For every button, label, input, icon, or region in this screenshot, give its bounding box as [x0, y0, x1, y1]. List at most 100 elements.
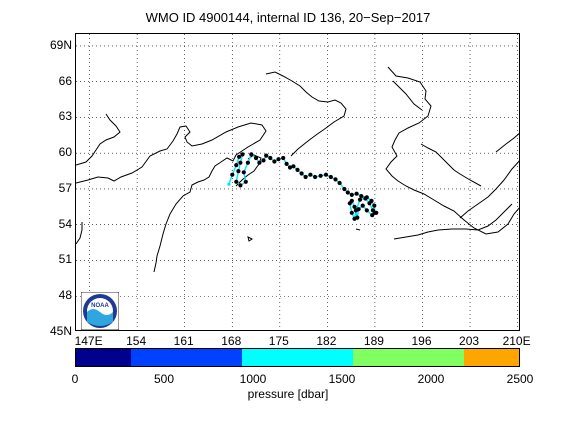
trajectory-line [228, 152, 377, 222]
profile-point [237, 154, 242, 159]
coastline [76, 66, 519, 273]
lon-tick-label: 161 [173, 334, 194, 348]
profile-point [347, 201, 352, 206]
profile-point [357, 197, 363, 202]
profile-point [272, 159, 277, 164]
lon-tick-label: 168 [221, 334, 242, 348]
profile-point [353, 208, 358, 213]
svg-text:NOAA: NOAA [91, 303, 109, 309]
lon-tick-label: 189 [363, 334, 384, 348]
lon-tick-label: 154 [126, 334, 147, 348]
profile-point [349, 210, 354, 215]
profile-point [370, 208, 375, 213]
profile-point [359, 194, 364, 199]
map-canvas [76, 34, 519, 330]
profile-point [249, 152, 254, 157]
lat-tick-label: 45N [49, 324, 72, 338]
lon-tick-label: 175 [268, 334, 289, 348]
profile-point [303, 174, 308, 180]
profile-point [328, 174, 333, 180]
figure-title: WMO ID 4900144, internal ID 136, 20−Sep−… [145, 10, 431, 25]
float-trajectory [227, 152, 379, 222]
coastline-okhotsk [76, 222, 83, 245]
profile-point [291, 164, 296, 169]
colorbar-segment [352, 349, 464, 366]
profile-point [374, 210, 379, 215]
colorbar-segment [131, 349, 243, 366]
coastline-anadyr [235, 154, 262, 187]
coastline-chukotka [265, 71, 347, 157]
colorbar-tick-label: 500 [153, 372, 175, 386]
lat-tick-label: 57 [58, 180, 72, 195]
lon-tick-label: 210E [502, 334, 531, 348]
lat-tick-label: 60 [58, 145, 72, 160]
profile-point [342, 186, 347, 192]
profile-point [367, 201, 372, 206]
profile-point [323, 172, 329, 177]
colorbar-segment [463, 349, 519, 366]
colorbar-tick-label: 2000 [417, 372, 445, 386]
profile-point [245, 160, 250, 165]
profile-point [308, 172, 313, 177]
profile-point [234, 179, 239, 184]
lat-tick-label: 54 [58, 216, 72, 231]
profile-point [238, 183, 243, 188]
coastline-alaska-south [459, 160, 519, 219]
profile-point [236, 169, 241, 174]
coastline-small-island-2 [355, 228, 361, 231]
coastline-ak-islands [495, 133, 519, 153]
lon-tick-label: 196 [411, 334, 432, 348]
profile-point [284, 161, 289, 166]
profile-point [372, 203, 377, 208]
lat-tick-label: 48 [58, 288, 72, 303]
coastline-peninsula-inlet [76, 113, 121, 166]
profile-point [281, 155, 286, 161]
profile-point [313, 174, 318, 180]
coastline-north-coast [392, 80, 423, 111]
profile-point [257, 160, 262, 165]
profile-point [299, 171, 304, 176]
profile-point [243, 179, 248, 184]
colorbar-tick-label: 1500 [328, 372, 356, 386]
profile-point [333, 177, 338, 182]
colorbar-tick-label: 0 [71, 372, 79, 386]
profile-point [363, 196, 368, 201]
pressure-colorbar [75, 348, 520, 367]
coastline-bristol [420, 143, 482, 187]
profile-point [276, 157, 281, 162]
profile-point [345, 190, 350, 195]
lon-tick-label: 203 [459, 334, 480, 348]
profile-point [360, 203, 365, 208]
profile-point [253, 155, 259, 161]
lon-tick-label: 147E [74, 334, 103, 348]
lat-tick-label: 66 [58, 73, 72, 88]
lat-tick-label: 63 [58, 109, 72, 124]
map-panel [75, 33, 520, 331]
coastline-alaska-north [385, 66, 519, 235]
lat-tick-label: 51 [58, 252, 72, 267]
coastline-small-island-1 [247, 236, 253, 242]
profile-point [234, 163, 239, 168]
profile-point [287, 165, 293, 170]
profile-point [352, 204, 357, 209]
profile-point [240, 152, 245, 157]
profile-point [337, 180, 342, 186]
lat-tick-label: 69N [49, 37, 72, 52]
noaa-logo: NOAA [81, 292, 119, 330]
colorbar-title: pressure [dbar] [247, 387, 329, 401]
graticule [76, 34, 519, 330]
profile-point [364, 208, 369, 213]
colorbar-tick-label: 2500 [506, 372, 534, 386]
colorbar-segment [242, 349, 353, 366]
colorbar-tick-label: 1000 [239, 372, 267, 386]
profile-point [241, 170, 246, 175]
coastline-aleutians [393, 203, 513, 240]
coastline-kamchatka [76, 122, 267, 273]
profile-point [238, 160, 243, 165]
profile-point [352, 216, 357, 221]
lon-tick-label: 182 [316, 334, 337, 348]
profile-point [227, 182, 231, 186]
profile-point [261, 158, 266, 163]
profile-point [295, 167, 300, 172]
